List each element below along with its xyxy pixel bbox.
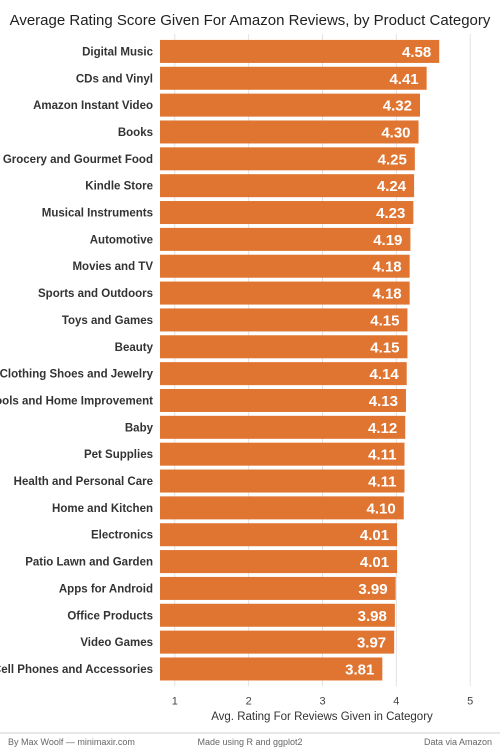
x-axis-ticks: 1 2 3 4 5	[172, 695, 474, 707]
bar-value-label: 4.41	[389, 71, 418, 88]
category-label: Grocery and Gourmet Food	[3, 154, 153, 166]
bar-value-label: 4.15	[370, 339, 399, 356]
category-label: CDs and Vinyl	[76, 73, 153, 85]
bar	[160, 120, 419, 144]
chart-title: Average Rating Score Given For Amazon Re…	[10, 12, 491, 29]
bar	[160, 227, 411, 251]
bar-value-label: 3.97	[357, 635, 386, 652]
category-label: Tools and Home Improvement	[0, 395, 153, 407]
bar	[160, 335, 408, 359]
bar-value-label: 4.11	[368, 474, 396, 491]
bar-value-label: 4.15	[370, 312, 399, 329]
bar-value-label: 3.81	[345, 661, 374, 678]
bar	[160, 657, 383, 681]
bar	[160, 201, 414, 225]
category-label: Pet Supplies	[84, 449, 153, 461]
bar	[160, 362, 407, 386]
bar-value-label: 4.32	[383, 98, 412, 115]
bar-value-label: 4.14	[370, 366, 400, 383]
bar	[160, 174, 415, 198]
category-label: Sports and Outdoors	[38, 288, 153, 300]
footer-tooling: Made using R and ggplot2	[197, 737, 302, 747]
category-label: Kindle Store	[85, 181, 153, 193]
category-label: Baby	[125, 422, 154, 434]
bar	[160, 254, 410, 278]
category-label: Home and Kitchen	[52, 503, 153, 515]
x-tick-label: 3	[319, 695, 325, 707]
x-axis-label: Avg. Rating For Reviews Given in Categor…	[211, 711, 433, 723]
category-label: Digital Music	[82, 46, 154, 58]
bar-value-label: 4.23	[376, 205, 405, 222]
bar	[160, 39, 440, 63]
bar	[160, 496, 404, 520]
bar	[160, 523, 398, 547]
bar	[160, 388, 406, 412]
bar	[160, 442, 405, 466]
bar-value-label: 4.01	[360, 527, 389, 544]
x-tick-label: 5	[467, 695, 473, 707]
bar	[160, 415, 406, 439]
footer-source: Data via Amazon	[424, 737, 492, 747]
category-label: Electronics	[91, 530, 153, 542]
category-label: Patio Lawn and Garden	[25, 557, 153, 569]
bar	[160, 603, 395, 627]
category-label: Beauty	[115, 342, 154, 354]
bar	[160, 147, 415, 171]
bar-value-label: 3.98	[358, 608, 387, 625]
category-label: Movies and TV	[72, 261, 153, 273]
bar-value-label: 4.12	[368, 420, 397, 437]
bar	[160, 308, 408, 332]
category-label: Amazon Instant Video	[33, 100, 153, 112]
bar-value-label: 4.18	[372, 286, 401, 303]
x-tick-label: 2	[246, 695, 252, 707]
bar	[160, 66, 427, 90]
bar-value-label: 4.10	[367, 500, 396, 517]
bar-value-label: 4.01	[360, 554, 389, 571]
bar	[160, 281, 410, 305]
bar-value-label: 4.13	[369, 393, 398, 410]
bar-value-label: 4.19	[373, 232, 402, 249]
category-label: Clothing Shoes and Jewelry	[0, 369, 154, 381]
x-tick-label: 1	[172, 695, 178, 707]
bar-value-label: 3.99	[358, 581, 387, 598]
footer-credit: By Max Woolf — minimaxir.com	[8, 737, 135, 747]
bar-value-label: 4.30	[381, 124, 410, 141]
bar	[160, 550, 398, 574]
bar-value-label: 4.58	[402, 44, 431, 61]
category-label: Toys and Games	[62, 315, 153, 327]
bar	[160, 630, 395, 654]
category-label: Musical Instruments	[42, 208, 153, 220]
bar-value-label: 4.11	[368, 447, 396, 464]
category-label: Automotive	[90, 234, 153, 246]
category-label: Video Games	[80, 637, 153, 649]
category-labels: Digital Music CDs and Vinyl Amazon Instant…	[0, 46, 154, 676]
bar-value-label: 4.25	[378, 151, 407, 168]
category-label: Books	[118, 127, 153, 139]
bar-value-label: 4.24	[377, 178, 407, 195]
category-label: Office Products	[67, 610, 153, 622]
x-tick-label: 4	[393, 695, 399, 707]
bars: 4.58 4.41 4.32 4.30 4.25 4.24 4.23 4.19 4.18 4.18…	[160, 39, 440, 681]
bar	[160, 469, 405, 493]
category-label: Apps for Android	[59, 583, 153, 595]
category-label: Cell Phones and Accessories	[0, 664, 153, 676]
bar	[160, 576, 396, 600]
bar	[160, 93, 420, 117]
bar-value-label: 4.18	[372, 259, 401, 276]
category-label: Health and Personal Care	[14, 476, 153, 488]
